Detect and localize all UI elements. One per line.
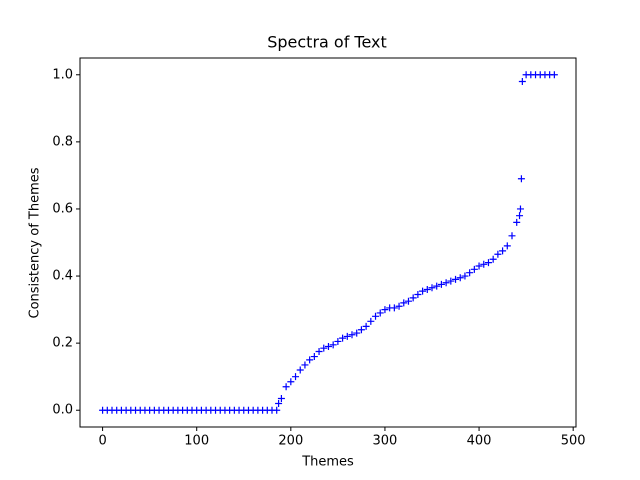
marker xyxy=(277,394,285,402)
x-tick-label: 200 xyxy=(278,434,303,449)
marker xyxy=(287,378,295,386)
marker xyxy=(484,259,492,267)
marker xyxy=(518,77,526,85)
marker xyxy=(409,294,417,302)
marker xyxy=(320,344,328,352)
marker xyxy=(324,342,332,350)
marker xyxy=(348,331,356,339)
marker xyxy=(437,280,445,288)
x-tick-label: 100 xyxy=(184,434,209,449)
marker xyxy=(395,302,403,310)
marker xyxy=(376,309,384,317)
marker xyxy=(452,275,460,283)
marker xyxy=(404,297,412,305)
y-axis-label: Consistency of Themes xyxy=(28,167,43,318)
marker xyxy=(550,71,558,79)
y-tick-label: 0.8 xyxy=(52,134,73,149)
marker xyxy=(480,260,488,268)
marker xyxy=(503,242,511,250)
marker xyxy=(390,304,398,312)
marker xyxy=(372,312,380,320)
marker xyxy=(296,366,304,374)
marker xyxy=(306,356,314,364)
marker xyxy=(362,322,370,330)
y-tick-label: 0.0 xyxy=(52,403,73,418)
marker xyxy=(447,277,455,285)
marker xyxy=(353,329,361,337)
marker xyxy=(334,337,342,345)
chart-title: Spectra of Text xyxy=(267,33,387,52)
marker xyxy=(282,383,290,391)
plot-frame xyxy=(79,57,577,428)
marker xyxy=(339,334,347,342)
marker xyxy=(499,247,507,255)
marker xyxy=(275,400,283,408)
marker xyxy=(516,212,524,220)
marker xyxy=(419,287,427,295)
x-tick-label: 300 xyxy=(373,434,398,449)
y-tick-label: 0.4 xyxy=(52,269,73,284)
marker xyxy=(423,285,431,293)
marker xyxy=(517,175,525,183)
marker xyxy=(292,373,300,381)
x-tick-label: 400 xyxy=(467,434,492,449)
marker xyxy=(456,274,464,282)
y-tick-label: 0.2 xyxy=(52,336,73,351)
marker xyxy=(433,282,441,290)
marker xyxy=(329,341,337,349)
marker xyxy=(513,218,521,226)
marker xyxy=(461,272,469,280)
marker xyxy=(428,284,436,292)
marker xyxy=(301,361,309,369)
marker xyxy=(442,279,450,287)
marker xyxy=(400,299,408,307)
marker xyxy=(508,232,516,240)
marker xyxy=(367,317,375,325)
marker xyxy=(475,262,483,270)
marker xyxy=(466,269,474,277)
marker xyxy=(310,353,318,361)
marker xyxy=(516,205,524,213)
marker xyxy=(357,326,365,334)
x-axis-label: Themes xyxy=(301,455,354,470)
marker xyxy=(414,290,422,298)
marker xyxy=(489,255,497,263)
marker xyxy=(343,332,351,340)
marker xyxy=(315,348,323,356)
marker xyxy=(470,265,478,273)
marker xyxy=(381,306,389,314)
marker xyxy=(494,250,502,258)
marker xyxy=(273,406,281,414)
x-tick-label: 0 xyxy=(98,434,106,449)
y-tick-label: 0.6 xyxy=(52,201,73,216)
x-tick-label: 500 xyxy=(561,434,586,449)
y-tick-label: 1.0 xyxy=(52,67,73,82)
